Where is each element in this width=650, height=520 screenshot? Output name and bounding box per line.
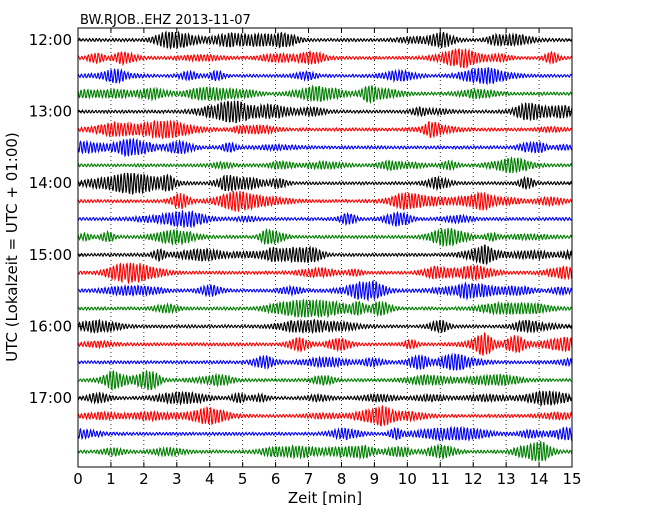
trace-row [77,389,573,408]
x-tick-label: 11 [431,470,450,488]
x-tick-label: 12 [464,470,483,488]
trace-row [77,244,573,265]
trace-row [77,262,573,285]
trace-row [77,67,573,86]
y-tick-label: 17:00 [29,389,72,407]
trace-row [77,227,573,248]
trace-row [77,332,573,356]
trace-row [77,298,573,319]
trace-row [77,156,573,174]
x-tick-label: 4 [205,470,215,488]
trace-row [77,47,573,69]
y-tick-label: 12:00 [29,31,72,49]
x-tick-label: 5 [238,470,248,488]
x-tick-label: 8 [337,470,347,488]
x-tick-label: 0 [73,470,83,488]
trace-row [77,210,573,229]
trace-row [77,441,573,463]
x-tick-label: 3 [172,470,182,488]
y-tick-label: 16:00 [29,317,72,335]
x-tick-label: 6 [271,470,281,488]
x-tick-label: 10 [398,470,417,488]
trace-row [77,119,573,140]
x-tick-label: 14 [530,470,549,488]
x-tick-label: 7 [304,470,314,488]
y-tick-label: 13:00 [29,103,72,121]
x-axis-label: Zeit [min] [288,489,362,507]
x-tick-label: 9 [370,470,380,488]
y-tick-label: 15:00 [29,246,72,264]
trace-row [77,405,573,427]
x-tick-label: 2 [139,470,149,488]
x-tick-label: 15 [562,470,581,488]
trace-row [77,352,573,371]
trace-row [77,279,573,302]
x-tick-label: 1 [106,470,116,488]
y-tick-label: 14:00 [29,174,72,192]
x-tick-label: 13 [497,470,516,488]
trace-row [77,369,573,391]
trace-row [77,84,573,104]
tick-layer: 0 1 2 3 4 5 6 7 8 9 10 11 12 13 14 1512:0013:0014:0015:… [29,28,582,488]
trace-row [77,318,573,335]
chart-title: BW.RJOB..EHZ 2013-11-07 [80,13,251,28]
trace-layer [77,30,573,463]
trace-row [77,425,573,443]
trace-row [77,190,573,212]
plot-frame [77,27,573,468]
trace-row [77,172,573,196]
y-axis-label: UTC (Lokalzeit = UTC + 01:00) [3,132,21,362]
trace-row [77,137,573,158]
trace-row [77,100,573,124]
trace-row [77,30,573,50]
